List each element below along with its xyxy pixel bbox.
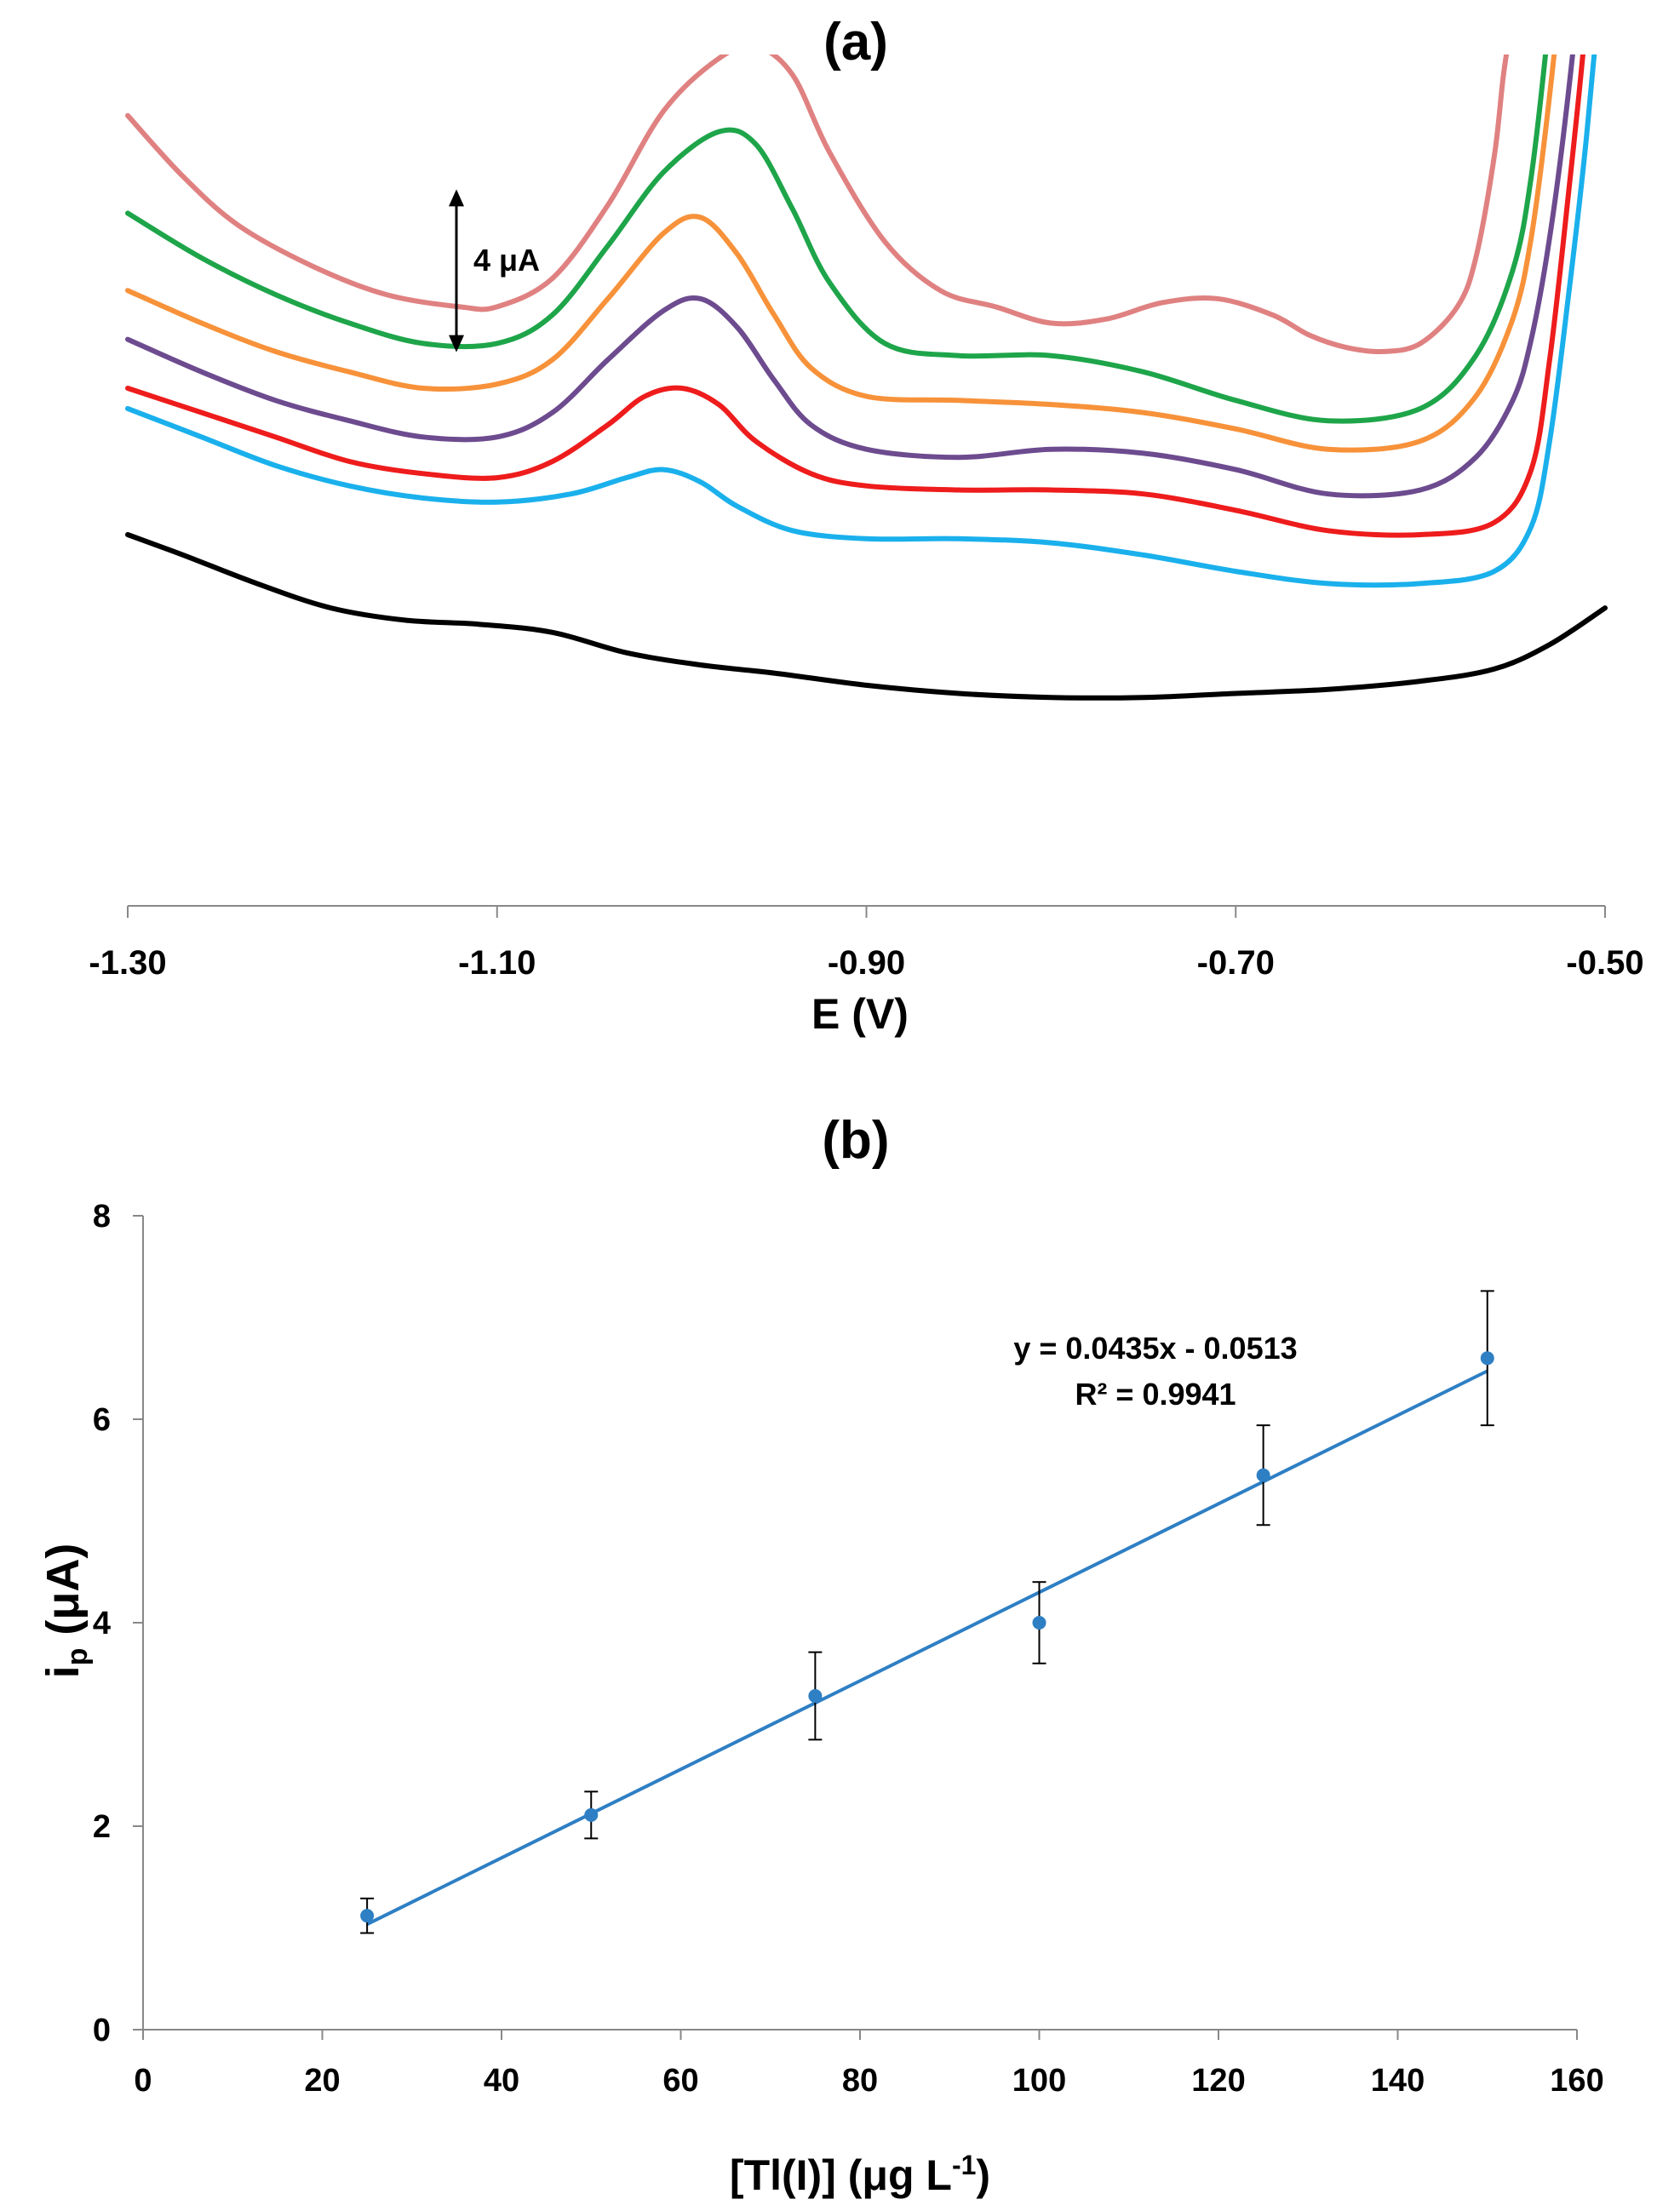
x-tick-label-a: -0.70	[1197, 944, 1275, 982]
curve-0	[125, 532, 1608, 701]
y-axis-title-tail: (μA)	[37, 1544, 89, 1648]
x-tick-label-a: -1.10	[458, 944, 536, 982]
r-squared-label: R² = 0.9941	[1075, 1377, 1236, 1412]
x-tick-label-a: -0.50	[1566, 944, 1643, 982]
y-axis-title-main: i	[37, 1665, 89, 1678]
regression-equation: y = 0.0435x - 0.0513	[1013, 1331, 1297, 1366]
curve-2	[125, 54, 1586, 538]
y-tick-label-b: 0	[93, 2013, 111, 2048]
x-tick-label-b: 100	[1012, 2063, 1066, 2099]
x-tick-label-b: 160	[1550, 2063, 1603, 2099]
panel-a-title: (a)	[823, 13, 888, 72]
axis-ticks-b: 0 20 40 60 80 100 120 140 160 0 2 4 6 8	[93, 1199, 1604, 2099]
y-tick-label-b: 4	[93, 1606, 111, 1641]
curve-3	[125, 54, 1575, 499]
y-tick-label-b: 2	[93, 1809, 111, 1845]
calibration-plot	[360, 1290, 1494, 1934]
x-tick-label-b: 0	[134, 2063, 152, 2099]
data-point-5	[1480, 1351, 1494, 1366]
voltammogram-curves	[125, 54, 1608, 701]
curve-1	[125, 54, 1597, 588]
curve-5	[125, 54, 1549, 424]
x-tick-label-b: 40	[484, 2063, 519, 2099]
x-axis-title-a: E (V)	[811, 990, 909, 1038]
y-tick-label-b: 6	[93, 1402, 111, 1438]
x-tick-label-a: -0.90	[828, 944, 905, 982]
panel-b-title: (b)	[822, 1111, 889, 1170]
x-axis-a: -1.30 -1.10 -0.90 -0.70 -0.50	[89, 905, 1644, 982]
x-axis-title-tail: )	[976, 2151, 990, 2199]
x-tick-label-b: 60	[662, 2063, 698, 2099]
x-axis-title-sup: -1	[952, 2150, 976, 2180]
scale-bar-arrow-up	[449, 189, 464, 207]
curve-4	[125, 54, 1557, 453]
curve-6	[125, 54, 1510, 355]
scale-bar: 4 μA	[449, 189, 540, 352]
y-axis-title-sub: p	[61, 1648, 94, 1666]
x-tick-label-b: 140	[1371, 2063, 1425, 2099]
x-tick-label-a: -1.30	[89, 944, 166, 982]
data-point-4	[1256, 1468, 1270, 1482]
panel-a: (a) 4 μA -1.30 -1.10 -0.90 -0.70 -0.50 E (V)	[89, 13, 1644, 1038]
scale-bar-arrow-down	[449, 335, 464, 352]
data-point-3	[1032, 1616, 1046, 1630]
data-point-1	[584, 1807, 599, 1822]
x-axis-title-b: [Tl(I)] (μg L-1)	[730, 2150, 990, 2199]
x-tick-label-b: 80	[842, 2063, 878, 2099]
scale-bar-label: 4 μA	[473, 243, 540, 278]
y-tick-label-b: 8	[93, 1199, 111, 1234]
fit-line	[366, 1369, 1488, 1926]
x-tick-label-b: 120	[1191, 2063, 1245, 2099]
data-point-0	[360, 1909, 375, 1923]
y-axis-title-b: ip (μA)	[37, 1544, 94, 1679]
panel-b: (b) 0 20 40 60 80 100 120 140 160 0 2 4 6 8 ip (μA) […	[37, 1111, 1604, 2199]
x-axis-title-main: [Tl(I)] (μg L	[730, 2151, 952, 2199]
x-tick-label-b: 20	[304, 2063, 340, 2099]
data-point-2	[808, 1689, 823, 1704]
